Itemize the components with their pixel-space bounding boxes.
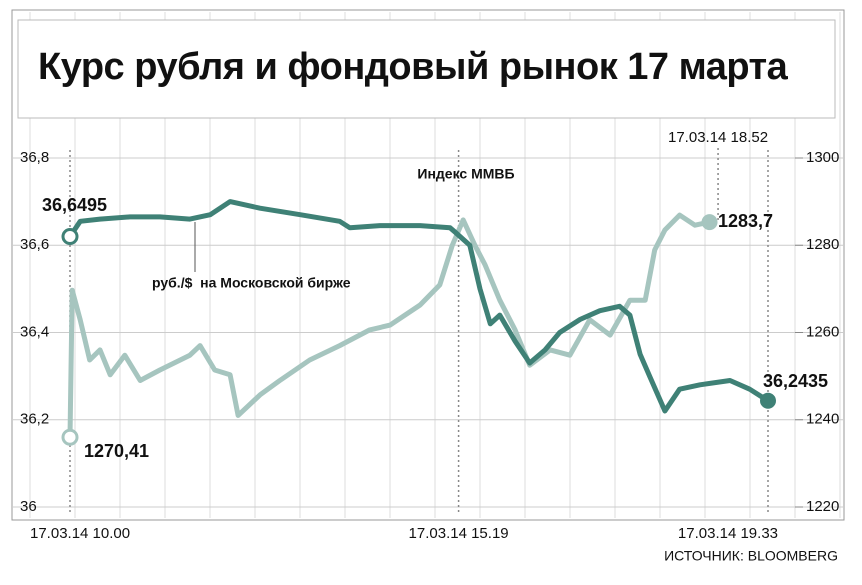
x-tick-label: 17.03.14 19.33: [678, 525, 778, 542]
series-line: [67, 199, 770, 414]
x-tick-label: 17.03.14 18.52: [668, 129, 768, 146]
series-line: [67, 212, 711, 438]
y-tick-label: 36,4: [20, 323, 49, 340]
y-tick-label: 36,2: [20, 411, 49, 428]
series-label: руб./$ на Московской бирже: [152, 275, 351, 291]
x-tick-label: 17.03.14 10.00: [30, 525, 130, 542]
chart-title: Курс рубля и фондовый рынок 17 марта: [38, 46, 789, 88]
annotation: 36,6495: [42, 195, 107, 215]
y2-tick-label: 1220: [806, 498, 839, 515]
end-marker: [701, 214, 718, 231]
annotation: 1283,7: [718, 211, 773, 231]
title-box: [17, 19, 836, 119]
y2-tick-label: 1280: [806, 236, 839, 253]
y-tick-label: 36: [20, 498, 37, 515]
source: ИСТОЧНИК: BLOOMBERG: [664, 548, 838, 564]
series-label: Индекс ММВБ: [417, 166, 514, 182]
start-marker: [61, 428, 79, 446]
y2-tick-label: 1260: [806, 323, 839, 340]
y2-tick-label: 1240: [806, 411, 839, 428]
annotation: 36,2435: [763, 371, 828, 391]
end-marker: [760, 392, 776, 409]
y-tick-label: 36,8: [20, 149, 49, 166]
start-marker: [61, 228, 79, 246]
annotation: 1270,41: [84, 441, 149, 461]
y2-tick-label: 1300: [806, 149, 839, 166]
y-tick-label: 36,6: [20, 236, 49, 253]
x-tick-label: 17.03.14 15.19: [409, 525, 509, 542]
